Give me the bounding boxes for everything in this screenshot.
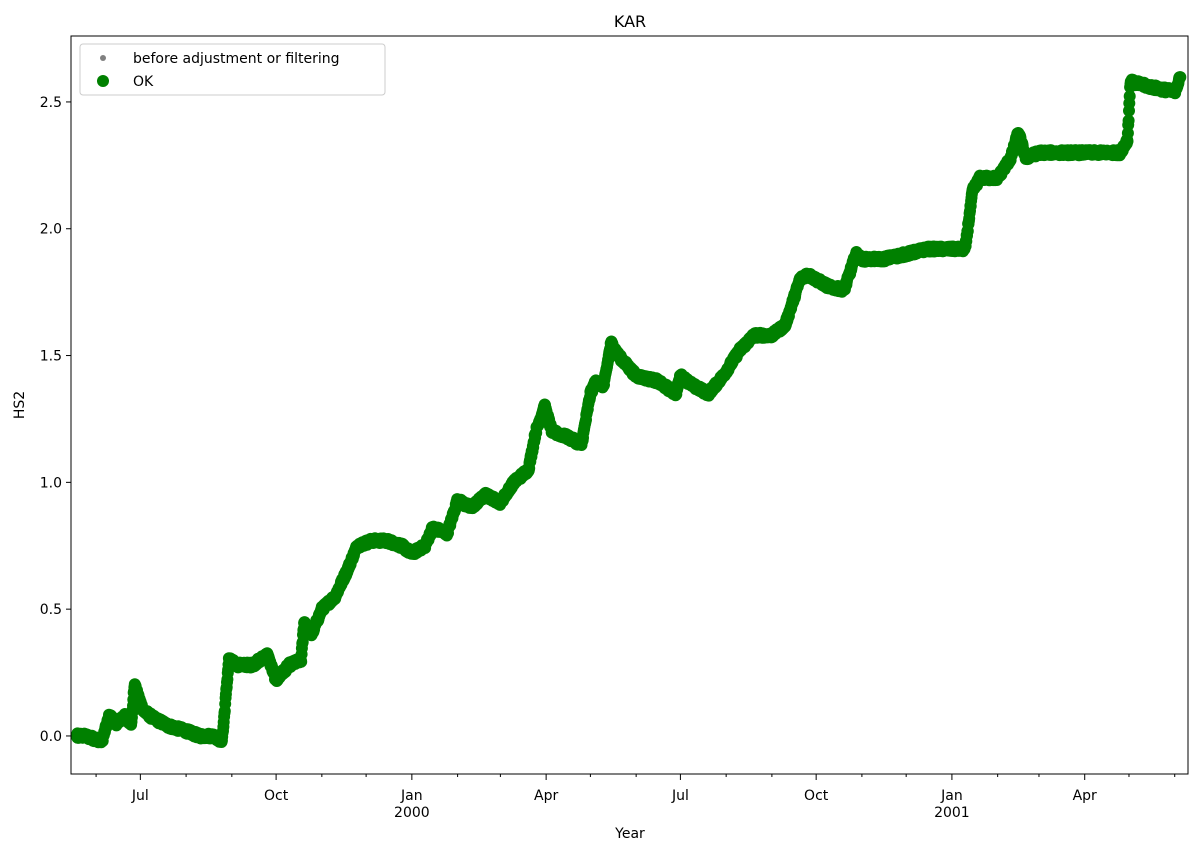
series-ok	[71, 71, 1187, 749]
y-tick-label: 1.0	[40, 475, 62, 491]
legend-marker-before-adjustment	[100, 55, 106, 61]
legend-box	[79, 43, 386, 96]
x-tick-label: Jan	[400, 788, 423, 804]
data-point	[1122, 114, 1135, 127]
x-axis-label: Year	[614, 826, 645, 842]
y-tick-label: 0.5	[40, 602, 62, 618]
y-tick-label: 1.5	[40, 349, 62, 365]
chart-title: KAR	[614, 12, 646, 31]
x-tick-label: Oct	[804, 788, 829, 804]
x-tick-label: Apr	[534, 788, 558, 804]
legend: before adjustment or filtering OK	[79, 43, 386, 96]
x-tick-label: Jul	[671, 788, 689, 804]
x-tick-label: Jul	[131, 788, 149, 804]
y-tick-label: 2.5	[40, 95, 62, 111]
x-tick-year-label: 2001	[934, 805, 970, 821]
y-tick-label: 2.0	[40, 222, 62, 238]
plot-frame	[70, 35, 1189, 775]
x-tick-label: Jan	[940, 788, 963, 804]
x-tick-year-label: 2000	[394, 805, 430, 821]
data-point	[1123, 90, 1136, 103]
x-tick-label: Apr	[1073, 788, 1097, 804]
plot-area	[71, 71, 1187, 749]
legend-label-before-adjustment: before adjustment or filtering	[133, 51, 340, 67]
legend-label-ok: OK	[133, 74, 154, 90]
y-axis-label: HS2	[12, 391, 28, 419]
legend-marker-ok	[97, 75, 109, 87]
y-axis: 0.0 0.5 1.0 1.5 2.0 2.5	[40, 95, 71, 745]
data-point	[1174, 71, 1187, 84]
x-tick-label: Oct	[264, 788, 289, 804]
y-tick-label: 0.0	[40, 729, 62, 745]
